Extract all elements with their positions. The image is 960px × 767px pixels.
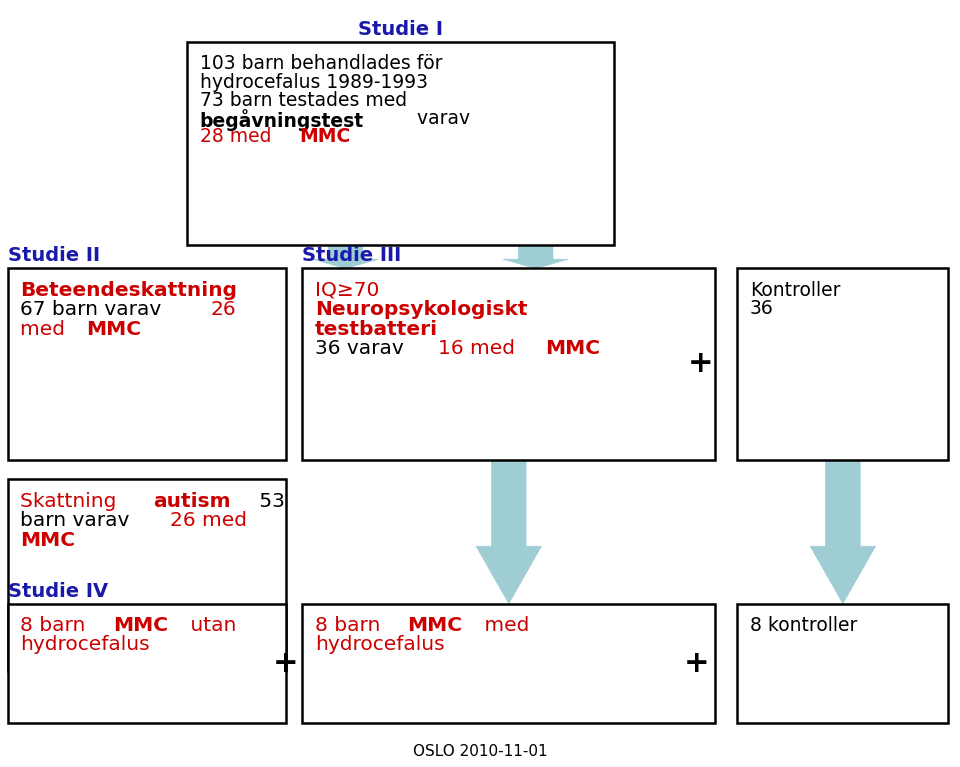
FancyBboxPatch shape — [302, 604, 715, 723]
Text: 8 barn: 8 barn — [20, 616, 92, 635]
Polygon shape — [810, 460, 876, 604]
Text: barn varav: barn varav — [20, 512, 136, 530]
Text: begåvningstest: begåvningstest — [200, 109, 364, 131]
Text: MMC: MMC — [545, 340, 600, 358]
Text: MMC: MMC — [20, 531, 75, 550]
Text: varav: varav — [412, 109, 470, 128]
Text: MMC: MMC — [300, 127, 351, 146]
Text: 16 med: 16 med — [438, 340, 521, 358]
Text: Skattning: Skattning — [20, 492, 123, 511]
Text: +: + — [273, 649, 298, 678]
Text: testbatteri: testbatteri — [315, 320, 438, 339]
Text: 28 med: 28 med — [200, 127, 277, 146]
Text: Studie III: Studie III — [302, 246, 401, 265]
FancyBboxPatch shape — [302, 268, 715, 460]
Text: Neuropsykologiskt: Neuropsykologiskt — [315, 301, 527, 319]
Text: Studie I: Studie I — [358, 20, 444, 39]
Text: hydrocefalus: hydrocefalus — [20, 636, 150, 654]
Text: 103 barn behandlades för: 103 barn behandlades för — [200, 54, 443, 74]
Text: autism: autism — [153, 492, 230, 511]
Text: 36 varav: 36 varav — [315, 340, 410, 358]
Text: Kontroller: Kontroller — [750, 281, 840, 300]
Polygon shape — [313, 245, 378, 268]
Text: med: med — [20, 320, 72, 339]
FancyBboxPatch shape — [737, 604, 948, 723]
FancyBboxPatch shape — [8, 268, 286, 460]
Text: OSLO 2010-11-01: OSLO 2010-11-01 — [413, 744, 547, 759]
Text: IQ≥70: IQ≥70 — [315, 281, 379, 300]
Text: Studie II: Studie II — [8, 246, 100, 265]
Text: MMC: MMC — [86, 320, 141, 339]
FancyBboxPatch shape — [8, 604, 286, 723]
Text: 26 med: 26 med — [170, 512, 247, 530]
Text: +: + — [684, 649, 709, 678]
Polygon shape — [476, 460, 541, 604]
Text: Beteendeskattning: Beteendeskattning — [20, 281, 237, 300]
Text: 73 barn testades med: 73 barn testades med — [200, 91, 407, 110]
FancyBboxPatch shape — [8, 479, 286, 671]
FancyBboxPatch shape — [187, 42, 614, 245]
Text: hydrocefalus 1989-1993: hydrocefalus 1989-1993 — [200, 73, 428, 92]
Text: med: med — [478, 616, 530, 635]
Text: 26: 26 — [210, 301, 236, 319]
Text: 36: 36 — [750, 299, 774, 318]
Text: +: + — [688, 349, 713, 378]
Text: Studie IV: Studie IV — [8, 581, 108, 601]
Polygon shape — [503, 245, 568, 268]
FancyBboxPatch shape — [737, 268, 948, 460]
Text: 67 barn varav: 67 barn varav — [20, 301, 168, 319]
Text: MMC: MMC — [112, 616, 168, 635]
Text: hydrocefalus: hydrocefalus — [315, 636, 444, 654]
Text: 8 kontroller: 8 kontroller — [750, 616, 857, 635]
Text: 8 barn: 8 barn — [315, 616, 387, 635]
Text: MMC: MMC — [407, 616, 463, 635]
Text: utan: utan — [183, 616, 236, 635]
Text: 53: 53 — [252, 492, 285, 511]
